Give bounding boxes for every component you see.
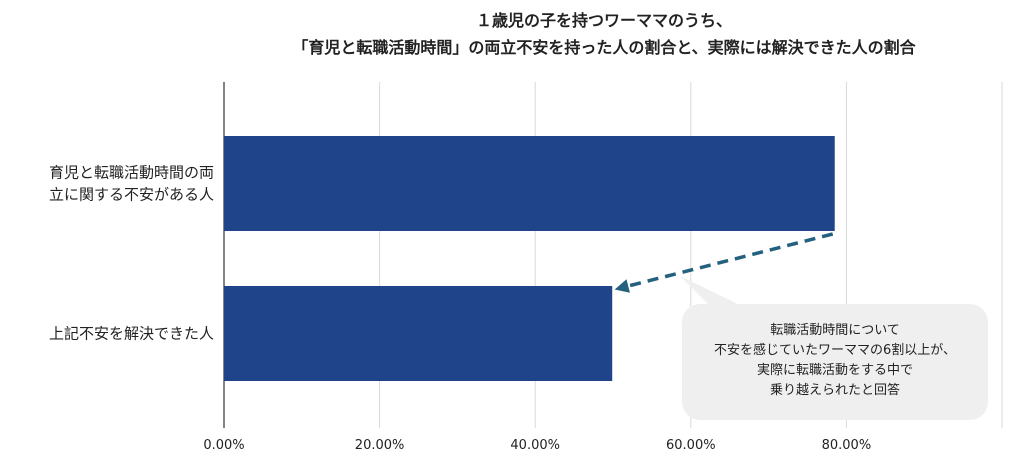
chart-title-line-1: １歳児の子を持つワーママのうち、 [476, 11, 732, 30]
category-label-2-line-1: 上記不安を解決できた人 [49, 325, 214, 343]
annotation-arrow-head [614, 279, 630, 293]
annotation-callout: 転職活動時間について不安を感じていたワーママの6割以上が、実際に転職活動をする中… [680, 276, 988, 420]
callout-text-line-2: 不安を感じていたワーママの6割以上が、 [714, 342, 956, 358]
x-tick-label: 40.00% [510, 438, 560, 453]
x-tick-label: 60.00% [666, 438, 716, 453]
x-axis-tick-labels: 0.00% 20.00% 40.00% 60.00% 80.00% [203, 438, 871, 453]
category-label-1-line-2: 立に関する不安がある人 [49, 186, 214, 204]
bar-1 [224, 136, 835, 231]
callout-box [682, 304, 988, 420]
category-label-1-line-1: 育児と転職活動時間の両 [49, 164, 214, 182]
annotation-arrow [614, 232, 834, 293]
callout-pointer [680, 276, 746, 308]
bar-2 [224, 286, 613, 381]
bars [224, 136, 835, 381]
callout-text-line-4: 乗り越えられたと回答 [770, 382, 900, 398]
callout-text-line-1: 転職活動時間について [770, 323, 900, 338]
chart-title: １歳児の子を持つワーママのうち、 「育児と転職活動時間」の両立不安を持った人の割… [292, 11, 916, 57]
chart-title-line-2: 「育児と転職活動時間」の両立不安を持った人の割合と、実際には解決できた人の割合 [292, 38, 916, 57]
callout-text-line-3: 実際に転職活動をする中で [757, 362, 913, 378]
x-tick-label: 0.00% [203, 438, 244, 453]
x-tick-label: 80.00% [822, 438, 872, 453]
annotation-arrow-line [627, 232, 834, 288]
x-tick-label: 20.00% [355, 438, 405, 453]
